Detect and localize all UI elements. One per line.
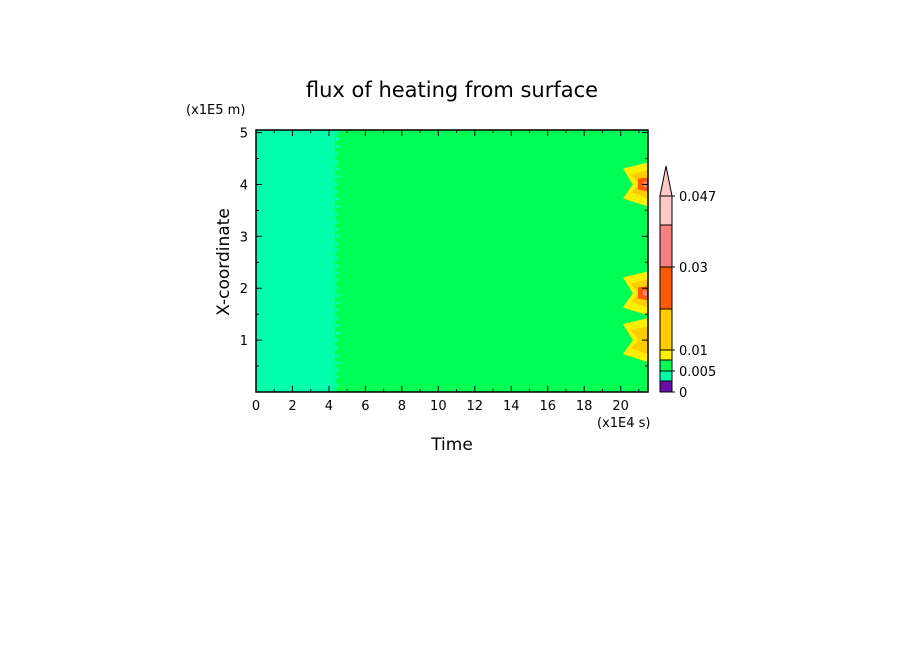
colorbar-tick-label: 0.047: [679, 190, 716, 205]
chart-title: flux of heating from surface: [306, 78, 598, 102]
plot-area: [255, 129, 649, 393]
x-tick-label: 16: [539, 399, 556, 414]
x-tick-label: 2: [288, 399, 296, 414]
heatmap-hotspot: [622, 271, 648, 316]
plot-frame: [255, 129, 649, 393]
colorbar-segment: [659, 359, 673, 372]
colorbar-segment: [659, 195, 673, 226]
x-tick-label: 8: [398, 399, 406, 414]
x-tick-label: 20: [612, 399, 629, 414]
x-tick-label: 6: [361, 399, 369, 414]
y-unit-label: (x1E5 m): [186, 103, 245, 118]
colorbar-segment: [659, 308, 673, 351]
x-tick-label: 14: [503, 399, 520, 414]
colorbar-segment: [659, 349, 673, 361]
colorbar-segment: [659, 266, 673, 310]
x-tick-label: 4: [325, 399, 333, 414]
y-axis: 1 2 3 4 5: [240, 127, 648, 367]
heatmap-hotspot: [622, 162, 648, 207]
heatmap-region-late: [334, 130, 648, 392]
x-tick-label: 10: [430, 399, 447, 414]
x-tick-label: 12: [467, 399, 484, 414]
colorbar-tick-label: 0.03: [679, 261, 708, 276]
x-tick-label: 18: [576, 399, 593, 414]
colorbar-segment: [659, 370, 673, 382]
colorbar-segment: [659, 380, 673, 393]
colorbar-segment: [659, 224, 673, 268]
hotspot-pink: [642, 290, 648, 297]
y-tick-label: 3: [240, 230, 248, 245]
y-tick-label: 5: [240, 127, 248, 142]
colorbar-tick-label: 0: [679, 386, 687, 401]
heatmap-boundary: [256, 130, 345, 392]
x-tick-label: 0: [252, 399, 260, 414]
x-axis: 0 2 4 6 8 10 12 14 16 18 20: [252, 130, 640, 414]
colorbar-extend-arrow: [659, 165, 673, 197]
colorbar: 0 0.005 0.01 0.03 0.047: [659, 165, 716, 401]
x-unit-label: (x1E4 s): [597, 416, 651, 431]
y-axis-label: X-coordinate: [214, 208, 234, 316]
x-axis-label: Time: [430, 435, 473, 455]
y-tick-label: 1: [240, 334, 248, 349]
y-tick-label: 4: [240, 178, 248, 193]
colorbar-tick-label: 0.01: [679, 344, 708, 359]
hotspot-orange: [630, 326, 648, 355]
heatmap-hotspot: [622, 318, 648, 363]
colorbar-tick-label: 0.005: [679, 365, 716, 380]
y-tick-label: 2: [240, 282, 248, 297]
